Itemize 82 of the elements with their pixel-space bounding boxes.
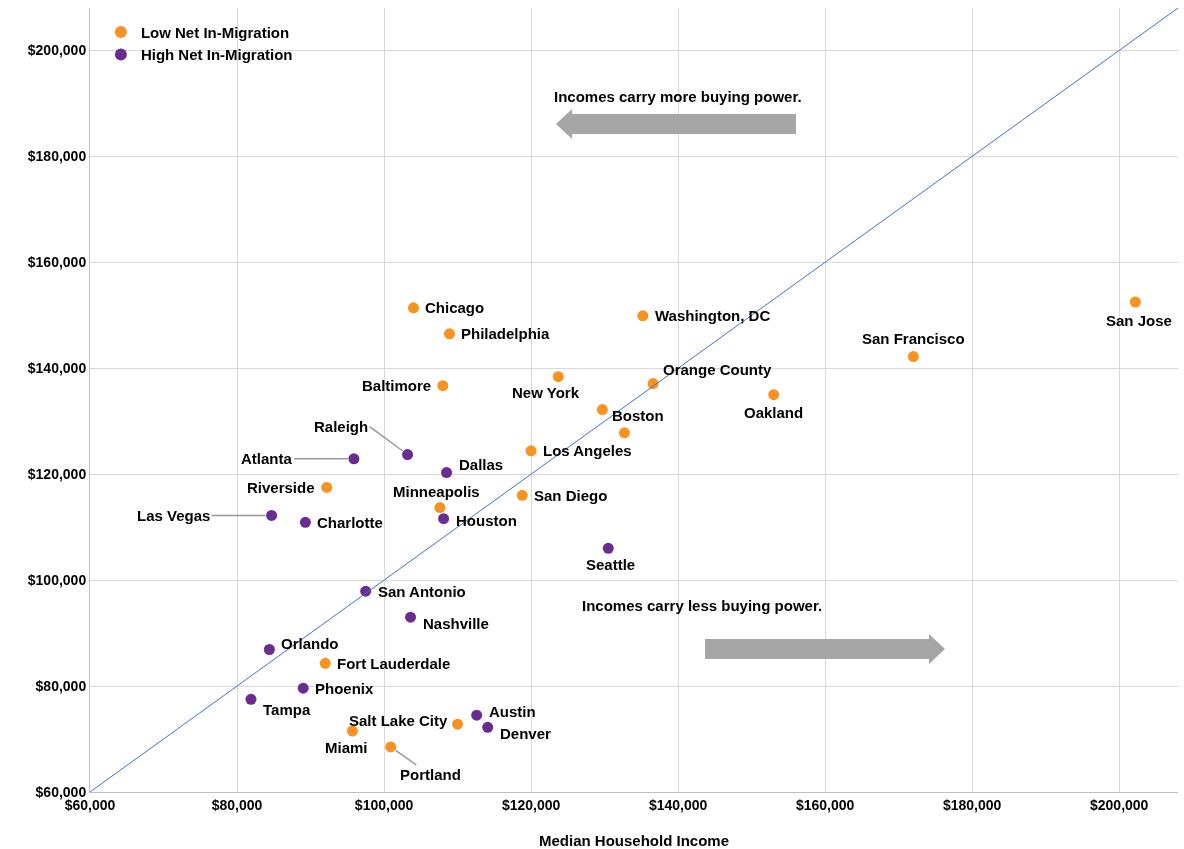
point <box>482 721 494 733</box>
annotation: Chicago <box>425 299 485 316</box>
point <box>618 427 630 439</box>
annotation: Seattle <box>586 556 636 573</box>
annotation: Dallas <box>459 456 504 473</box>
point <box>552 371 564 383</box>
point <box>441 467 453 479</box>
y-tick-label: $160,000 <box>27 254 87 271</box>
y-tick-label: $200,000 <box>27 42 87 59</box>
point <box>407 302 419 314</box>
annotation: Atlanta <box>241 450 293 467</box>
x-tick-label: $140,000 <box>648 796 708 813</box>
annotation: Portland <box>400 766 461 783</box>
point <box>516 489 528 501</box>
annotation: Nashville <box>423 615 489 632</box>
point <box>346 725 358 737</box>
annotation: Denver <box>500 725 552 742</box>
point <box>405 611 417 623</box>
x-tick-label: $200,000 <box>1089 796 1149 813</box>
annotation: Austin <box>489 703 536 720</box>
y-tick-label: $100,000 <box>27 572 87 589</box>
point <box>434 502 446 514</box>
point <box>907 351 919 363</box>
annotation: Miami <box>325 739 368 756</box>
annotation: New York <box>512 384 580 401</box>
annotation: Salt Lake City <box>349 712 449 729</box>
point <box>438 513 450 525</box>
annotation: San Francisco <box>862 330 965 347</box>
annotation: Fort Lauderdale <box>337 655 451 672</box>
point <box>1129 296 1141 308</box>
annotation: Orlando <box>281 635 339 652</box>
point <box>452 718 464 730</box>
y-tick-label: $120,000 <box>27 466 87 483</box>
point <box>299 516 311 528</box>
annotation: Raleigh <box>314 418 369 435</box>
annotation: Incomes carry less buying power. <box>582 597 823 614</box>
point <box>266 509 278 521</box>
legend-label: High Net In-Migration <box>140 46 293 64</box>
annotation: Washington, DC <box>655 307 771 324</box>
annotation: Incomes carry more buying power. <box>554 88 802 105</box>
annotation: Philadelphia <box>461 325 551 342</box>
point <box>637 310 649 322</box>
x-tick-label: $120,000 <box>501 796 561 813</box>
point <box>402 449 414 461</box>
point <box>385 741 397 753</box>
y-tick-label: $80,000 <box>35 677 87 694</box>
point <box>297 682 309 694</box>
y-tick-label: $140,000 <box>27 360 87 377</box>
point <box>437 380 449 392</box>
annotation: Orange County <box>663 361 772 378</box>
point <box>471 709 483 721</box>
annotation: Riverside <box>247 479 315 496</box>
annotation: Baltimore <box>362 377 432 394</box>
point <box>348 453 360 465</box>
x-axis-title: Median Household Income <box>538 832 730 849</box>
point <box>319 657 331 669</box>
x-tick-label: $160,000 <box>795 796 855 813</box>
annotation: San Jose <box>1106 312 1172 329</box>
annotation: Boston <box>612 407 664 424</box>
point <box>596 404 608 416</box>
annotation: Phoenix <box>315 680 374 697</box>
x-tick-label: $100,000 <box>354 796 414 813</box>
annotation: Las Vegas <box>137 507 211 524</box>
annotation: Houston <box>456 512 517 529</box>
point <box>443 328 455 340</box>
annotation: Tampa <box>263 701 311 718</box>
x-tick-label: $80,000 <box>211 796 263 813</box>
point <box>768 389 780 401</box>
annotation: Oakland <box>744 404 804 421</box>
annotation: Charlotte <box>317 514 383 531</box>
point <box>321 481 333 493</box>
annotation: Minneapolis <box>393 483 480 500</box>
annotation: San Diego <box>534 487 608 504</box>
point <box>602 542 614 554</box>
x-tick-label: $180,000 <box>942 796 1002 813</box>
legend-label: Low Net In-Migration <box>140 23 290 41</box>
point <box>245 693 257 705</box>
point <box>263 644 275 655</box>
y-tick-label: $180,000 <box>27 148 87 165</box>
annotation: Los Angeles <box>543 442 632 459</box>
point <box>525 445 537 457</box>
annotation: San Antonio <box>378 583 466 600</box>
